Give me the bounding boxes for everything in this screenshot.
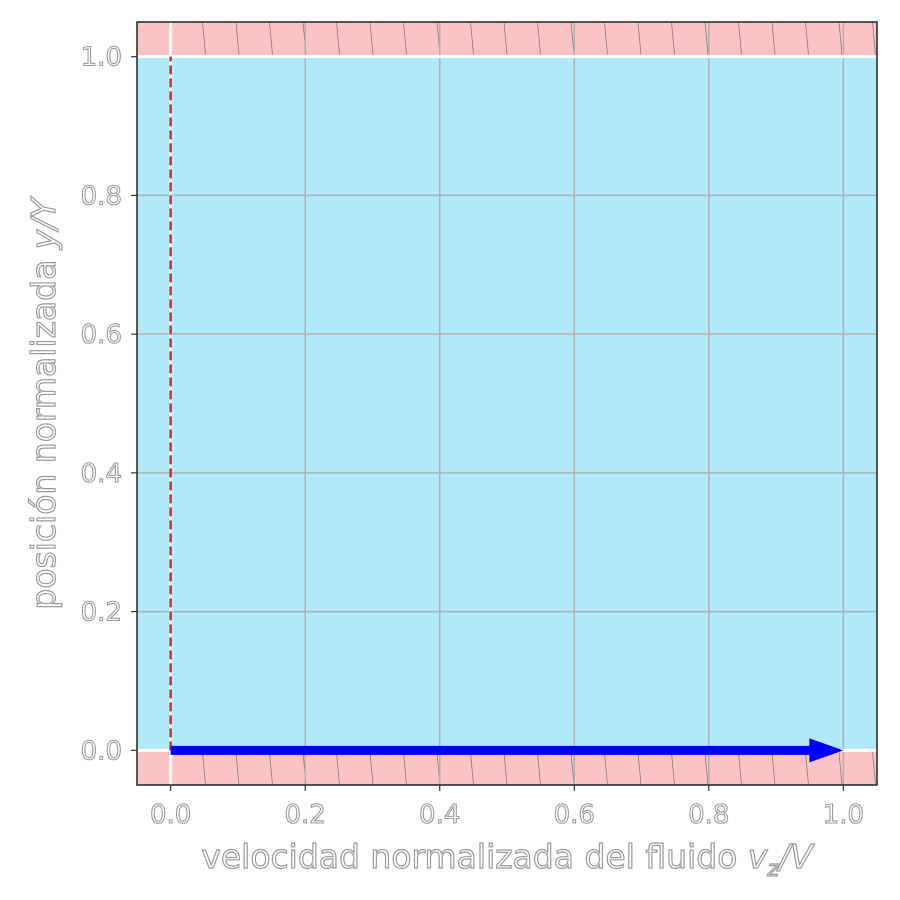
wall-hatch [738,21,742,55]
wall-hatch [704,21,709,55]
fluid-region [137,56,877,751]
y-tick-label: 0.4 [81,459,122,489]
wall-hatch [604,21,608,55]
x-tick-label: 0.0 [150,800,191,830]
y-tick-label: 1.0 [81,43,122,73]
bottom-wall [137,750,877,785]
wall-hatch [537,752,541,786]
wall-hatch [671,752,675,786]
wall-hatch [403,21,407,55]
x-axis-label: velocidad normalizada del fluido vz/V [201,837,815,882]
wall-hatch [503,752,508,786]
wall-hatch [470,21,474,55]
wall-hatch [537,21,541,55]
wall-hatch [470,752,474,786]
plot-frame [136,21,878,786]
wall-hatch [369,752,374,786]
wall-hatch [805,21,809,55]
plot-area [131,21,878,791]
velocity-arrow-head [809,738,844,763]
wall-hatch [872,752,876,786]
wall-hatch [336,752,340,786]
wall-hatch [336,21,340,55]
wall-hatch [503,21,508,55]
wall-hatch [872,21,876,55]
x-tick-label: 1.0 [823,800,864,830]
x-tick-label: 0.8 [688,800,729,830]
wall-hatch [269,21,273,55]
wall-hatch [637,21,642,55]
y-tick-label: 0.0 [81,736,122,766]
y-tick-label: 0.8 [81,181,122,211]
y-tick-label: 0.2 [81,598,122,628]
wall-hatch [403,752,407,786]
wall-hatch [771,752,776,786]
wall-hatch [771,21,776,55]
wall-hatch [269,752,273,786]
wall-hatch [369,21,374,55]
wall-hatch [235,752,240,786]
wall-hatch [704,752,709,786]
wall-hatch [671,21,675,55]
y-axis-label: posición normalizada y/Y [24,196,63,610]
wall-hatch [570,752,575,786]
wall-hatch [202,21,206,55]
x-tick-label: 0.4 [419,800,460,830]
wall-hatch [838,21,843,55]
wall-hatch [805,752,809,786]
wall-hatch [838,752,843,786]
wall-hatch [570,21,575,55]
wall-hatch [738,752,742,786]
x-tick-label: 0.2 [285,800,326,830]
wall-hatch [637,752,642,786]
wall-hatch [202,752,206,786]
wall-hatch [604,752,608,786]
wall-hatch [235,21,240,55]
x-tick-label: 0.6 [554,800,595,830]
y-tick-label: 0.6 [81,320,122,350]
